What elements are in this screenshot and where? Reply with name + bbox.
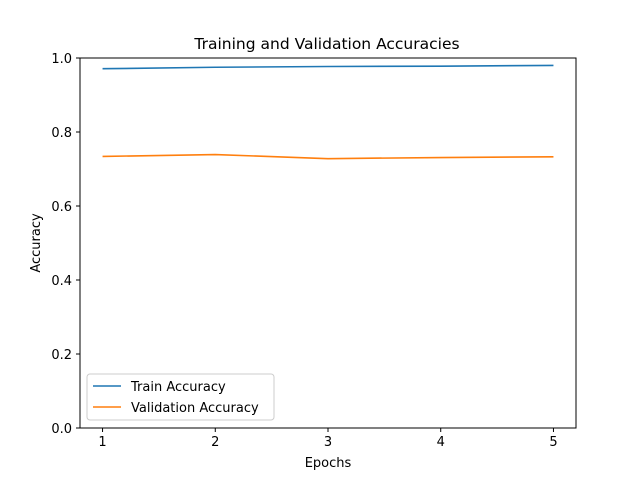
x-tick-label: 1 <box>98 435 106 450</box>
y-tick-label: 0.6 <box>51 200 72 215</box>
y-axis: 0.0 0.2 0.4 0.6 0.8 1.0 <box>51 52 80 437</box>
x-axis-label: Epochs <box>305 456 352 471</box>
legend-frame <box>86 373 275 421</box>
y-tick-label: 0.4 <box>51 274 72 289</box>
legend-label-1: Validation Accuracy <box>131 401 259 416</box>
series-line-0 <box>102 64 554 70</box>
chart-title: Training and Validation Accuracies <box>193 35 459 53</box>
series-line-1 <box>102 153 554 160</box>
series-layer <box>102 64 554 160</box>
x-axis: 1 2 3 4 5 <box>98 428 558 450</box>
y-tick-label: 1.0 <box>51 52 72 67</box>
y-axis-label: Accuracy <box>29 213 44 273</box>
y-tick-label: 0.8 <box>51 126 72 141</box>
x-tick-label: 2 <box>211 435 219 450</box>
x-tick-label: 5 <box>549 435 557 450</box>
y-tick-label: 0.2 <box>51 348 72 363</box>
y-tick-label: 0.0 <box>51 422 72 437</box>
legend: Train Accuracy Validation Accuracy <box>86 373 275 421</box>
x-tick-label: 4 <box>437 435 445 450</box>
plot-frame <box>79 57 577 429</box>
legend-label-0: Train Accuracy <box>130 380 226 395</box>
x-tick-label: 3 <box>324 435 332 450</box>
